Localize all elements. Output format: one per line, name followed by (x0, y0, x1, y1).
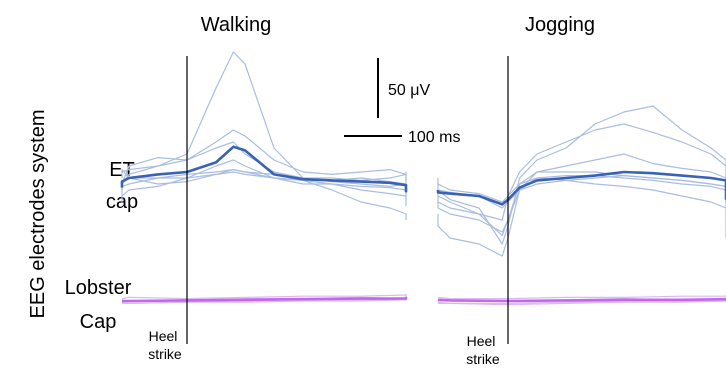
time-scale-label: 100 ms (408, 129, 460, 146)
walking-lobster-cap-mean-line (122, 296, 408, 303)
walking-et-cap-trial-line-1 (121, 51, 407, 191)
jogging-et-cap-trial-line-5 (437, 177, 726, 238)
jogging-et-cap-trial-line-1 (437, 105, 726, 245)
heel-label-jogging-line2: strike (466, 351, 500, 367)
jogging-lobster-cap-mean-line (437, 297, 726, 303)
heel-label-walking-line1: Heel (149, 328, 178, 344)
walking-et-cap-trial-line-6 (121, 159, 407, 207)
jogging-et-cap-trial-line-2 (437, 123, 726, 221)
heel-label-walking-line2: strike (148, 346, 182, 362)
heel-label-jogging-line1: Heel (467, 333, 496, 349)
row-label-lobster-line2: Cap (80, 311, 117, 333)
panel-title-walking: Walking (201, 14, 271, 36)
panel-jogging (436, 105, 726, 306)
amplitude-scale-label: 50 μV (388, 82, 430, 99)
row-label-lobster-line1: Lobster (65, 277, 132, 299)
jogging-lobster-cap-trial-line-1 (437, 295, 726, 300)
walking-et-cap-mean-line (120, 145, 408, 193)
jogging-et-cap-mean-line (436, 170, 726, 206)
jogging-et-cap-trial-line-3 (437, 153, 726, 237)
walking-et-cap-trial-line-3 (121, 141, 407, 196)
panel-title-jogging: Jogging (525, 14, 595, 36)
jogging-et-cap-trial-line-7 (437, 175, 726, 233)
walking-lobster-cap-trial-line-1 (121, 293, 407, 300)
jogging-et-cap-trial-line-6 (437, 175, 726, 209)
jogging-lobster-cap-trial-line-4 (437, 299, 726, 304)
panel-walking (120, 51, 408, 304)
y-axis-label: EEG electrodes system (27, 110, 49, 319)
walking-et-cap-trial-line-5 (121, 171, 407, 220)
